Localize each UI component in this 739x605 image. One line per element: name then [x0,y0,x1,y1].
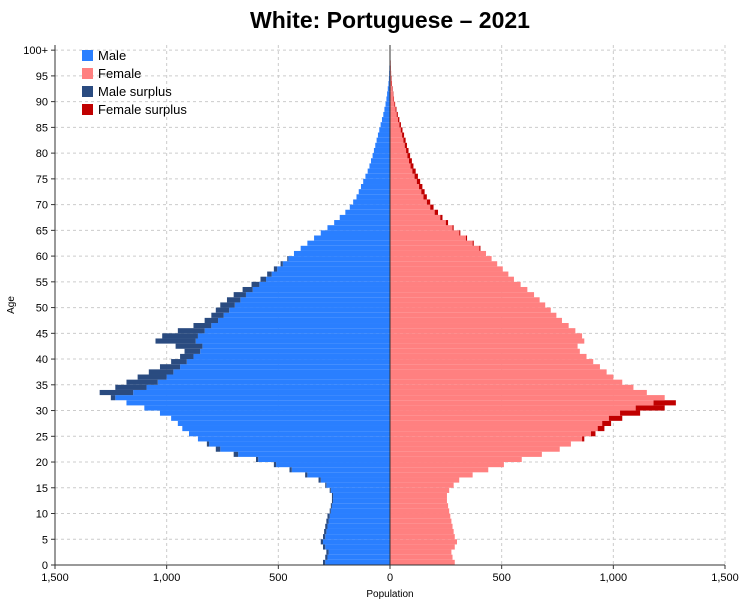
y-axis-label: Age [6,296,17,314]
svg-text:20: 20 [36,457,48,469]
svg-text:85: 85 [36,122,48,134]
svg-text:80: 80 [36,148,48,160]
svg-text:Female: Female [98,66,141,81]
svg-text:50: 50 [36,303,48,315]
svg-text:15: 15 [36,483,48,495]
svg-text:5: 5 [42,534,48,546]
svg-text:500: 500 [269,572,287,584]
svg-text:90: 90 [36,97,48,109]
svg-text:55: 55 [36,277,48,289]
svg-text:35: 35 [36,380,48,392]
x-axis-label: Population [366,589,413,600]
svg-text:75: 75 [36,174,48,186]
svg-text:10: 10 [36,509,48,521]
svg-text:40: 40 [36,354,48,366]
svg-text:95: 95 [36,71,48,83]
chart-svg: 1,5001,00050005001,0001,5000510152025303… [0,0,739,600]
svg-text:1,000: 1,000 [600,572,628,584]
population-pyramid-chart: 1,5001,00050005001,0001,5000510152025303… [0,0,739,600]
svg-text:60: 60 [36,251,48,263]
svg-text:0: 0 [387,572,393,584]
svg-text:1,500: 1,500 [711,572,739,584]
svg-text:Male: Male [98,48,126,63]
svg-text:30: 30 [36,406,48,418]
svg-text:0: 0 [42,560,48,572]
svg-text:70: 70 [36,200,48,212]
svg-text:25: 25 [36,431,48,443]
svg-text:1,000: 1,000 [153,572,181,584]
svg-text:Female surplus: Female surplus [98,102,187,117]
svg-text:1,500: 1,500 [41,572,69,584]
svg-text:65: 65 [36,225,48,237]
legend: Male Female Male surplus Female surplus [82,48,187,117]
svg-text:Male surplus: Male surplus [98,84,172,99]
svg-text:500: 500 [492,572,510,584]
bars [100,45,676,565]
svg-text:100+: 100+ [23,45,48,57]
svg-text:45: 45 [36,328,48,340]
chart-title: White: Portuguese – 2021 [250,7,530,33]
